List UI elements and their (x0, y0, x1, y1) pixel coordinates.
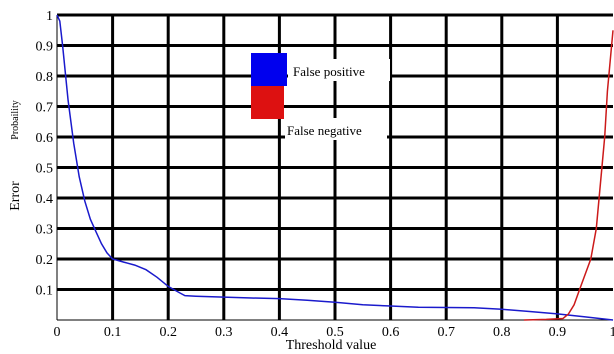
y-tick-label: 0.1 (36, 284, 54, 299)
x-tick-label: 0.6 (382, 325, 400, 340)
legend-label-false-negative: False negative (287, 123, 362, 138)
y-tick-label: 0.2 (36, 253, 54, 268)
x-tick-label: 0.3 (215, 325, 233, 340)
x-tick-label: 0.1 (104, 325, 122, 340)
legend-swatch-false-positive (251, 53, 287, 86)
y-tick-label: 0.9 (36, 40, 54, 55)
legend-label-bg-false-positive (288, 59, 390, 81)
y-tick-label: 1 (46, 9, 53, 24)
y-axis-label: Error (8, 181, 23, 211)
series-line-false-positive (56, 14, 614, 321)
y-tick-label: 0.6 (36, 131, 54, 146)
y-axis-label-secondary: Probaility (10, 100, 21, 139)
x-tick-label: 0.4 (271, 325, 289, 340)
x-tick-label: 0.9 (549, 325, 567, 340)
legend-label-false-positive: False positive (293, 64, 365, 79)
series-line-false-negative (523, 30, 614, 321)
x-tick-label: 0.7 (437, 325, 455, 340)
legend: False positive False negative (251, 53, 390, 140)
legend-label-bg-false-negative (285, 118, 387, 140)
series-lines (56, 14, 614, 321)
y-tick-label: 0.4 (36, 192, 54, 207)
legend-swatch-false-negative (251, 86, 284, 119)
x-tick-label: 0 (54, 325, 61, 340)
y-tick-label: 0.8 (36, 70, 54, 85)
x-tick-label: 0.8 (493, 325, 511, 340)
y-tick-label: 0.7 (36, 101, 54, 116)
tick-labels: 0 0.1 0.2 0.3 0.4 0.5 0.6 0.7 0.8 0.9 1 0.1 0.2 0.3 0.… (36, 9, 614, 340)
x-tick-label: 0.5 (326, 325, 344, 340)
y-tick-label: 0.5 (36, 162, 54, 177)
x-axis-label: Threshold value (286, 338, 377, 353)
x-tick-label: 0.2 (159, 325, 177, 340)
y-tick-label: 0.3 (36, 223, 54, 238)
x-tick-label: 1 (610, 325, 614, 340)
